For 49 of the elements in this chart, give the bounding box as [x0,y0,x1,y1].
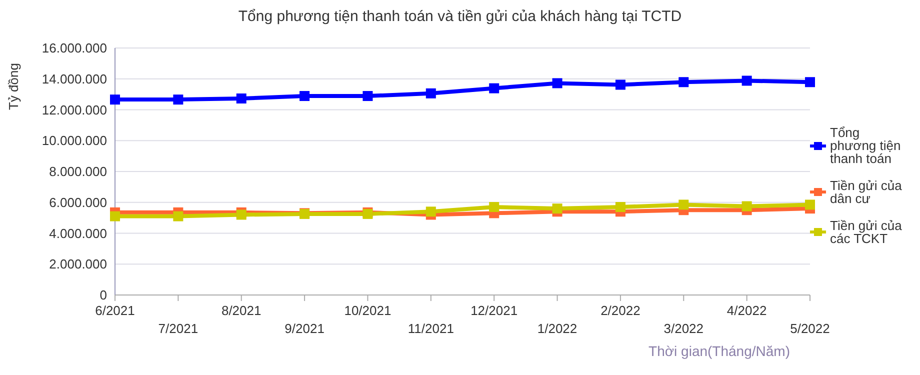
point [552,204,562,214]
x-tick-label: 4/2022 [726,303,767,318]
point [805,200,815,210]
y-tick-label: 6.000.000 [49,194,107,210]
x-tick-label: 8/2021 [221,303,262,318]
point [742,201,752,212]
y-tick-label: 10.000.000 [42,133,107,148]
point [489,83,500,94]
x-tick-label: 10/2021 [344,303,392,318]
point [426,88,436,98]
point [615,80,626,90]
point [742,76,752,86]
point [678,77,689,88]
x-tick-label: 7/2021 [158,321,198,336]
point [236,93,246,104]
y-tick-label: 4.000.000 [49,226,107,241]
y-tick-label: 0 [100,288,107,303]
point [615,202,626,212]
x-tick-label: 2/2022 [600,303,640,318]
point [173,94,184,105]
point [678,200,689,210]
y-tick-label: 14.000.000 [42,71,107,86]
x-tick-label: 5/2022 [790,321,830,336]
y-axis-title: Tỷ đồng [6,63,21,110]
x-tick-label: 1/2022 [537,321,578,336]
y-tick-label: 12.000.000 [42,102,107,118]
y-tick-label: 16.000.000 [42,40,107,56]
point [110,94,120,105]
y-tick-label: 8.000.000 [49,164,107,180]
x-tick-label: 6/2021 [95,303,135,318]
point [362,91,373,102]
legend-label: Tiền gửi của các TCKT [830,218,903,246]
chart-title: Tổng phương tiện thanh toán và tiền gửi của khách hàng tại TCTD [237,8,683,25]
x-tick-label: 12/2021 [470,303,518,318]
point [426,206,436,217]
x-tick-label: 11/2021 [408,321,454,336]
legend-label: Tổng phương tiện thanh toán [830,125,902,166]
point [552,78,562,88]
point [805,77,815,88]
legend-label: Tiền gửi của dân cư [830,178,903,206]
x-axis-title: Thời gian(Tháng/Năm) [648,343,790,359]
point [489,202,500,212]
x-tick-label: 9/2021 [284,321,324,336]
y-tick-label: 2.000.000 [49,256,107,272]
point [236,210,246,220]
point [173,211,184,222]
x-tick-label: 3/2022 [664,321,704,336]
point [110,211,120,222]
point [300,91,310,102]
